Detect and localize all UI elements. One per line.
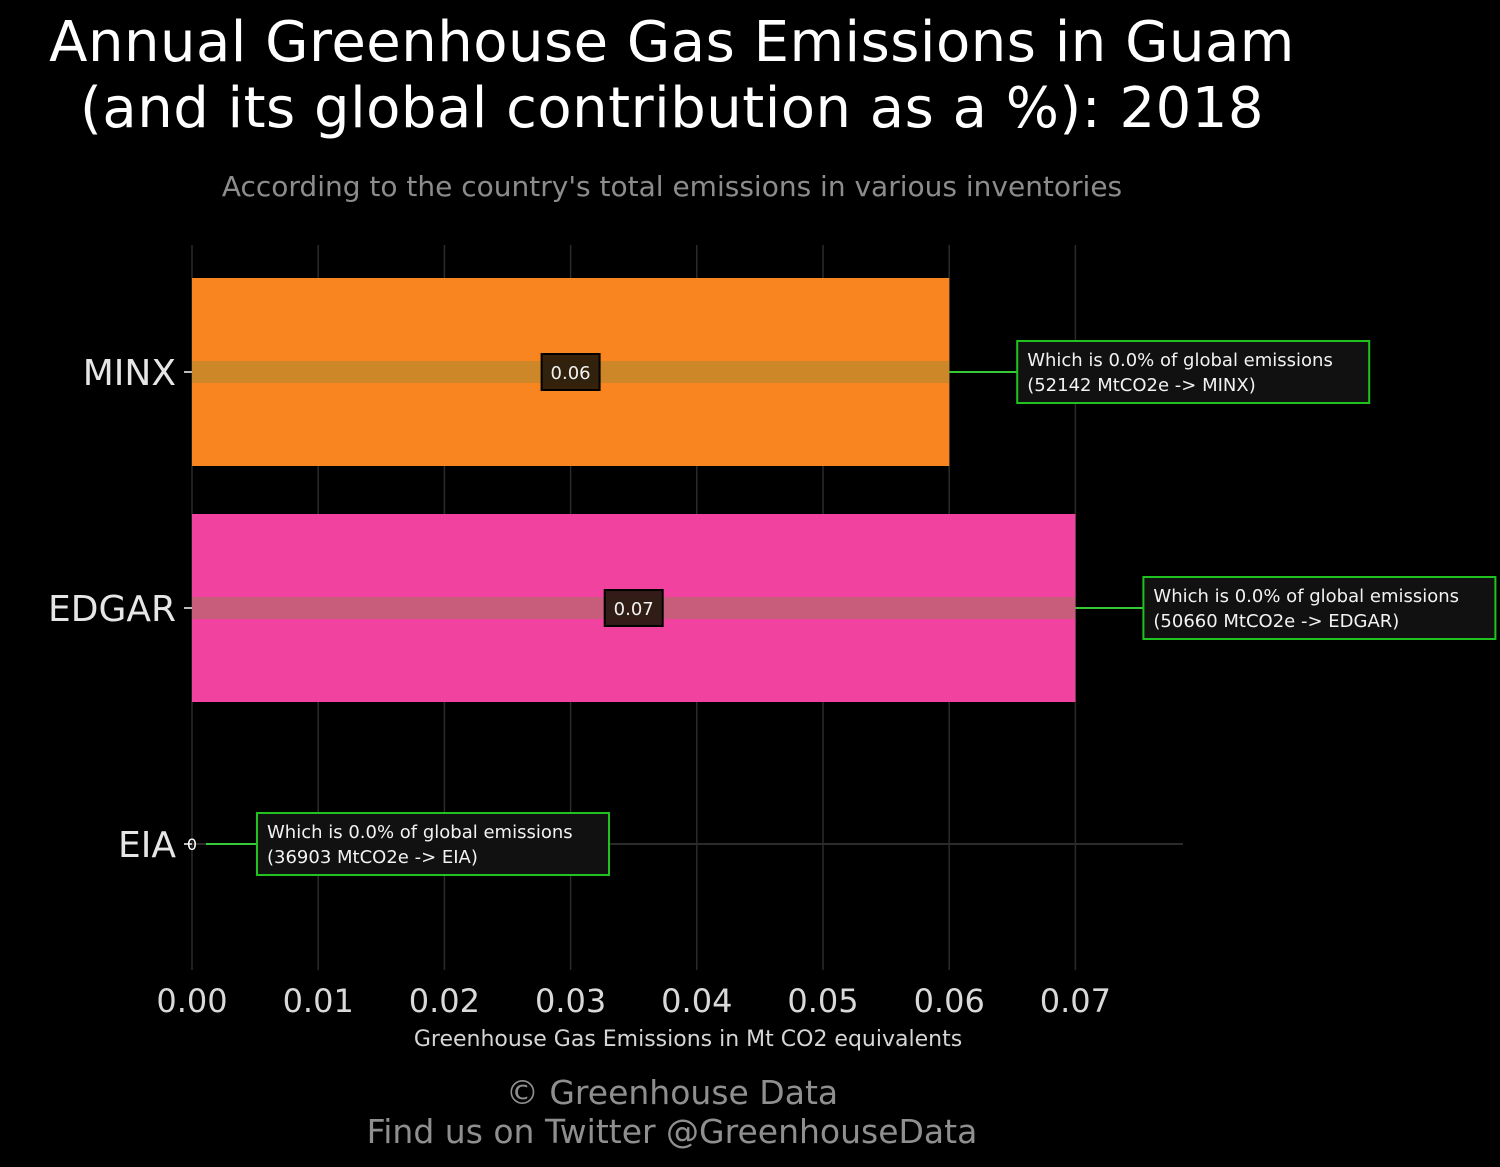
annotation-box (256, 812, 610, 876)
value-label: 0.06 (551, 363, 591, 384)
x-tick-label: 0.02 (409, 982, 480, 1020)
y-tick-label: EDGAR (48, 589, 176, 630)
value-label: 0.07 (614, 599, 654, 620)
chart-title-line-1: Annual Greenhouse Gas Emissions in Guam (49, 10, 1295, 75)
value-label-box (540, 353, 601, 391)
y-tick-label: MINX (83, 353, 176, 394)
x-tick-label: 0.06 (914, 982, 985, 1020)
annotation-line-2: (36903 MtCO2e -> EIA) (267, 847, 478, 868)
data-labels: 0.06 0.07 0 (187, 353, 664, 854)
x-axis-title: Greenhouse Gas Emissions in Mt CO2 equiv… (414, 1027, 962, 1052)
x-tick-label: 0.03 (535, 982, 606, 1020)
x-tick-label: 0.01 (283, 982, 354, 1020)
annotation-line-2: (52142 MtCO2e -> MINX) (1027, 375, 1256, 396)
footer-twitter: Find us on Twitter @GreenhouseData (366, 1112, 978, 1151)
footer-credit: © Greenhouse Data (505, 1073, 839, 1112)
annotation-line-2: (50660 MtCO2e -> EDGAR) (1153, 611, 1399, 632)
x-tick-label: 0.04 (661, 982, 732, 1020)
value-label: 0 (187, 835, 197, 854)
x-tick-label: 0.00 (156, 982, 227, 1020)
annotation-line-1: Which is 0.0% of global emissions (1153, 586, 1459, 607)
annotation-line-1: Which is 0.0% of global emissions (1027, 350, 1333, 371)
annotations: Which is 0.0% of global emissions (52142 … (206, 340, 1497, 876)
x-tick-label: 0.07 (1040, 982, 1111, 1020)
chart-subtitle: According to the country's total emissio… (221, 170, 1123, 203)
chart-title-line-2: (and its global contribution as a %): 20… (80, 76, 1264, 141)
annotation-line-1: Which is 0.0% of global emissions (267, 822, 573, 843)
x-tick-label: 0.05 (787, 982, 858, 1020)
annotation-box (1142, 576, 1497, 640)
y-tick-label: EIA (118, 825, 176, 866)
annotation-box (1016, 340, 1371, 404)
value-label-box (603, 589, 664, 627)
bars (192, 278, 1076, 702)
axes: 0.00 0.01 0.02 0.03 0.04 0.05 0.06 0.07 MINX EDGA… (48, 353, 1111, 1020)
